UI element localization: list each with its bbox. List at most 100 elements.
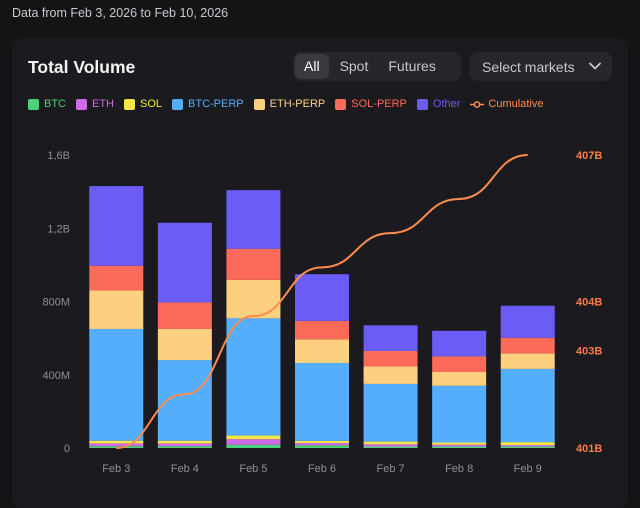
- bar-stack[interactable]: [363, 325, 418, 448]
- bar-segment-sol: [226, 435, 281, 440]
- bar-segment-eth-perp: [157, 328, 212, 361]
- bar-stack[interactable]: [226, 190, 281, 448]
- bar-segment-sol: [363, 441, 418, 445]
- select-markets-label: Select markets: [482, 58, 575, 75]
- market-type-filter: All Spot Futures: [293, 52, 461, 81]
- y-tick-label: 800M: [42, 297, 70, 309]
- y-tick-label: 1,6B: [47, 150, 70, 162]
- legend-label: SOL: [140, 98, 163, 110]
- bar-segment-eth: [157, 443, 212, 447]
- bar-segment-sol-perp: [295, 320, 349, 340]
- x-tick-label: Feb 9: [514, 463, 542, 475]
- right-axis-tick-label: 404B: [576, 297, 602, 309]
- filter-all-button[interactable]: All: [295, 54, 329, 79]
- legend-item-sol-perp[interactable]: SOL-PERP: [335, 98, 407, 110]
- bar-segment-sol-perp: [89, 265, 144, 291]
- y-tick-label: 400M: [42, 370, 70, 382]
- bar-segment-sol-perp: [226, 248, 281, 280]
- bar-segment-other: [295, 274, 349, 321]
- bar-segment-btc: [432, 446, 487, 448]
- x-tick-label: Feb 5: [239, 463, 267, 475]
- x-tick-label: Feb 7: [377, 463, 405, 475]
- bar-stack[interactable]: [500, 305, 555, 448]
- cumulative-line: [116, 154, 528, 449]
- date-range-note: Data from Feb 3, 2026 to Feb 10, 2026: [12, 6, 229, 20]
- bar-segment-eth: [432, 444, 487, 447]
- bar-segment-sol-perp: [363, 350, 418, 367]
- bar-segment-other: [432, 330, 487, 357]
- legend-item-btc[interactable]: BTC: [28, 98, 66, 110]
- right-axis-tick-label: 403B: [576, 345, 602, 357]
- legend-item-sol[interactable]: SOL: [124, 98, 162, 110]
- bar-segment-other: [89, 186, 144, 266]
- legend-item-eth-perp[interactable]: ETH-PERP: [253, 98, 326, 110]
- bar-segment-other: [226, 190, 281, 249]
- chart-title: Total Volume: [28, 57, 136, 77]
- bar-segment-eth: [295, 443, 349, 446]
- bar-segment-btc: [363, 446, 418, 448]
- bar-segment-eth-perp: [89, 290, 144, 329]
- bar-segment-sol: [432, 442, 487, 445]
- bar-segment-eth-perp: [500, 353, 555, 369]
- legend-label: BTC-PERP: [188, 98, 244, 110]
- legend-swatch: [172, 98, 184, 110]
- bar-segment-other: [157, 222, 212, 303]
- bar-segment-other: [363, 325, 418, 351]
- x-tick-label: Feb 4: [171, 463, 199, 475]
- legend-item-eth[interactable]: ETH: [76, 98, 114, 110]
- chevron-down-icon: [589, 62, 601, 70]
- bar-segment-eth: [363, 444, 418, 447]
- bar-segment-btc-perp: [89, 328, 144, 441]
- bar-segment-eth-perp: [432, 372, 487, 386]
- filter-spot-button[interactable]: Spot: [339, 58, 369, 74]
- legend-label: BTC: [44, 98, 66, 110]
- bar-segment-sol: [500, 442, 555, 446]
- bar-segment-btc: [295, 445, 349, 448]
- bar-segment-btc: [226, 444, 281, 448]
- y-tick-label: 1,2B: [47, 223, 70, 235]
- legend-swatch: [416, 98, 428, 110]
- legend-label: SOL-PERP: [351, 98, 407, 110]
- bar-segment-btc-perp: [226, 318, 281, 436]
- chart-legend: BTC ETH SOL BTC-PERP ETH-PERP SOL-PERP Other Cu…: [28, 98, 553, 110]
- legend-swatch: [335, 98, 347, 110]
- bar-segment-btc: [500, 446, 555, 448]
- bar-segment-eth-perp: [226, 279, 281, 319]
- bar-segment-btc-perp: [363, 383, 418, 442]
- legend-swatch: [76, 98, 87, 110]
- bar-segment-sol-perp: [157, 302, 212, 329]
- bar-segment-other: [500, 305, 555, 338]
- legend-swatch: [253, 98, 265, 110]
- bar-stack[interactable]: [157, 222, 212, 448]
- filter-futures-button[interactable]: Futures: [388, 58, 436, 74]
- bar-segment-eth: [226, 439, 281, 445]
- legend-swatch: [124, 98, 135, 110]
- right-axis-tick-label: 401B: [576, 443, 602, 455]
- bar-segment-sol: [89, 440, 144, 444]
- x-tick-label: Feb 8: [445, 463, 473, 475]
- bar-segment-sol-perp: [432, 356, 487, 373]
- legend-item-cumulative[interactable]: Cumulative: [470, 98, 543, 110]
- x-tick-label: Feb 3: [102, 463, 130, 475]
- bar-segment-btc: [157, 446, 212, 448]
- legend-label: Other: [432, 98, 461, 110]
- select-markets-dropdown[interactable]: Select markets: [470, 52, 612, 81]
- bar-stack[interactable]: [89, 186, 144, 448]
- bar-segment-btc-perp: [432, 385, 487, 443]
- bar-segment-btc-perp: [500, 368, 555, 443]
- bar-stack[interactable]: [295, 274, 349, 448]
- bar-segment-btc: [89, 446, 144, 448]
- legend-item-other[interactable]: Other: [416, 98, 461, 110]
- bar-segment-eth: [89, 443, 144, 447]
- bar-segment-eth-perp: [295, 339, 349, 364]
- legend-swatch: [28, 98, 39, 110]
- legend-label: ETH-PERP: [269, 98, 326, 110]
- bar-segment-sol-perp: [500, 337, 555, 354]
- bar-stack[interactable]: [432, 330, 487, 448]
- x-tick-label: Feb 6: [308, 463, 336, 475]
- legend-item-btc-perp[interactable]: BTC-PERP: [172, 98, 244, 110]
- bar-segment-sol: [295, 440, 349, 444]
- right-axis-tick-label: 407B: [576, 150, 602, 162]
- y-tick-label: 0: [64, 443, 70, 455]
